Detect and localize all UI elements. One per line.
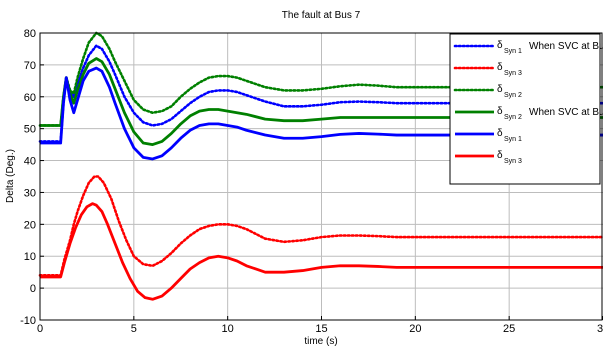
series-line-1 [38,175,603,277]
y-tick-label: 10 [24,251,36,263]
x-tick-label: 25 [503,323,515,335]
y-tick-label: -10 [20,315,36,327]
legend-symbol: δ [497,62,503,73]
x-tick-label: 3 [597,323,603,335]
legend-subscript: Syn 3 [504,70,522,77]
legend-subscript: Syn 2 [504,114,522,121]
y-tick-label: 20 [24,219,36,231]
series-line-0 [38,44,603,143]
x-tick-label: 10 [222,323,234,335]
legend-symbol: δ [497,84,503,95]
legend-box [449,33,601,185]
legend-symbol: δ [497,40,503,51]
y-tick-label: 0 [30,283,36,295]
x-tick-label: 20 [409,323,421,335]
series-line-3 [40,57,603,147]
legend-symbol: δ [497,128,503,139]
series-line-4 [40,66,603,161]
y-tick-label: 70 [24,60,36,72]
chart-title: The fault at Bus 7 [282,10,361,21]
y-tick-label: 50 [24,124,36,136]
x-tick-label: 15 [315,323,327,335]
legend-symbol: δ [497,106,503,117]
legend-subscript: Syn 1 [504,48,522,55]
y-tick-label: 80 [24,28,36,40]
x-axis-label: time (s) [304,336,337,347]
x-tick-label: 0 [37,323,43,335]
x-tick-label: 5 [131,323,137,335]
plot-area [38,31,603,301]
y-tick-label: 30 [24,187,36,199]
legend-subscript: Syn 2 [504,92,522,99]
series-line-5 [40,202,603,301]
legend-group-label: When SVC at Bus 5 [529,41,603,52]
y-tick-label: 40 [24,156,36,168]
legend-symbol: δ [497,150,503,161]
y-axis-ticks: -10 0 10 20 30 40 50 60 70 80 [20,28,44,327]
x-axis-ticks: 0 5 10 15 20 25 3 [37,316,603,335]
legend-group-label: When SVC at Bus 8 [529,107,603,118]
legend-subscript: Syn 3 [504,158,522,165]
series-line-2 [38,31,603,127]
y-tick-label: 60 [24,92,36,104]
y-axis-label: Delta (Deg.) [5,149,16,203]
legend-subscript: Syn 1 [504,136,522,143]
